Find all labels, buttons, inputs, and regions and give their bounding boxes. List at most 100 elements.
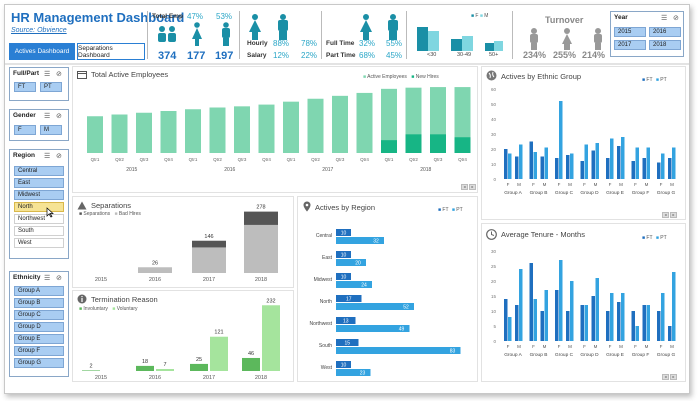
part-time-label: Part Time <box>326 52 356 59</box>
clear-filter-icon[interactable]: ⊘ <box>56 113 62 120</box>
source-link[interactable]: Source: Obvience <box>11 27 67 34</box>
year-label: 2016 <box>224 167 235 173</box>
scroll-left-button[interactable]: ◂ <box>461 184 468 190</box>
y-tick-label: 30 <box>491 132 497 137</box>
bar-ft <box>336 339 359 346</box>
ethnicity-item[interactable]: Group A <box>14 286 64 296</box>
bar-pt <box>672 272 676 341</box>
scroll-right-button[interactable]: ▸ <box>469 184 476 190</box>
fullpart-item-ft[interactable]: FT <box>14 82 36 92</box>
bar-label: M <box>670 182 674 187</box>
bar-pt <box>610 138 614 179</box>
bar-active-employees <box>381 88 397 153</box>
scroll-left-button[interactable]: ◂ <box>662 374 669 380</box>
scroll-right-button[interactable]: ▸ <box>670 212 677 218</box>
warning-icon <box>77 201 87 210</box>
bar-ft <box>555 290 559 341</box>
ethnicity-item[interactable]: Group G <box>14 358 64 368</box>
bar-label: M <box>594 182 598 187</box>
bar-pt <box>646 305 650 341</box>
bar-ft <box>580 161 584 179</box>
bar-ft <box>606 311 610 341</box>
multi-select-icon[interactable]: ☰ <box>44 153 51 160</box>
bar-label: M <box>568 344 572 349</box>
tab-separations-dashboard[interactable]: Separations Dashboard <box>77 43 145 60</box>
tick-label: 2018 <box>255 375 267 381</box>
bar-pt <box>336 237 384 244</box>
region-item[interactable]: Midwest <box>14 190 64 200</box>
year-item[interactable]: 2017 <box>614 40 646 50</box>
bar-ft <box>580 305 584 341</box>
ethnic-chart: 0 10 20 30 40 50 60 F M Group A F M Group B F M Group C… <box>491 87 676 196</box>
bar-ft <box>336 251 351 258</box>
multi-select-icon[interactable]: ☰ <box>661 15 668 22</box>
bar-pt <box>533 152 537 179</box>
multi-select-icon[interactable]: ☰ <box>44 275 51 282</box>
ethnicity-item[interactable]: Group F <box>14 346 64 356</box>
year-item[interactable]: 2018 <box>649 40 681 50</box>
region-item[interactable]: West <box>14 238 64 248</box>
ethnicity-item[interactable]: Group E <box>14 334 64 344</box>
ethnicity-item[interactable]: Group D <box>14 322 64 332</box>
bar-active-employees <box>209 107 226 153</box>
data-label: 52 <box>403 305 409 311</box>
year-item[interactable]: 2015 <box>614 27 646 37</box>
bar-ft <box>529 141 533 179</box>
tick-label: Qtr2 <box>311 157 320 162</box>
bar-ft <box>657 311 661 341</box>
male-icon <box>388 14 398 40</box>
fullpart-item-pt[interactable]: PT <box>40 82 62 92</box>
bar-label: F <box>507 344 510 349</box>
tick-label: Qtr4 <box>360 157 369 162</box>
female-count: 177 <box>187 50 206 62</box>
bar-new-hires <box>454 137 471 153</box>
ethnicity-item[interactable]: Group C <box>14 310 64 320</box>
ethnicity-item[interactable]: Group B <box>14 298 64 308</box>
gender-item-m[interactable]: M <box>40 125 62 135</box>
region-item[interactable]: South <box>14 226 64 236</box>
region-item[interactable]: Northwest <box>14 214 64 224</box>
group-label: Group A <box>504 352 522 358</box>
region-item[interactable]: East <box>14 178 64 188</box>
bar-ft <box>668 326 672 341</box>
region-item[interactable]: North <box>14 202 64 212</box>
bar-active-employees <box>258 104 275 153</box>
year-item[interactable]: 2016 <box>649 27 681 37</box>
bar-ft <box>504 299 508 341</box>
tick-label: Qtr1 <box>287 157 296 162</box>
bar-ft <box>642 305 646 341</box>
multi-select-icon[interactable]: ☰ <box>44 71 51 78</box>
age-bucket-chart <box>417 27 503 51</box>
data-label: 25 <box>196 357 202 363</box>
age-bar-50-m <box>494 41 503 51</box>
bar-separations <box>138 267 172 273</box>
bar-pt <box>584 305 588 341</box>
data-label: 20 <box>355 261 361 267</box>
calendar-icon <box>77 71 87 79</box>
bar-voluntary <box>156 369 174 371</box>
bar-new-hires <box>405 134 422 153</box>
bar-pt <box>595 278 599 341</box>
scroll-left-button[interactable]: ◂ <box>662 212 669 218</box>
multi-select-icon[interactable]: ☰ <box>44 113 51 120</box>
region-item[interactable]: Central <box>14 166 64 176</box>
bar-ft <box>657 162 661 179</box>
bar-label: M <box>517 344 521 349</box>
clear-filter-icon[interactable]: ⊘ <box>56 275 62 282</box>
bar-pt <box>519 144 523 179</box>
y-tick-label: 25 <box>491 264 497 269</box>
kpi-divider <box>239 11 240 59</box>
tab-actives-dashboard[interactable]: Actives Dashboard <box>9 43 75 60</box>
data-label: 121 <box>214 330 223 336</box>
bar-pt <box>672 147 676 179</box>
gender-item-f[interactable]: F <box>14 125 36 135</box>
group-label: Group G <box>657 190 676 196</box>
clear-filter-icon[interactable]: ⊘ <box>673 15 679 22</box>
bar-ft <box>336 295 362 302</box>
scroll-right-button[interactable]: ▸ <box>670 374 677 380</box>
clear-filter-icon[interactable]: ⊘ <box>56 71 62 78</box>
clear-filter-icon[interactable]: ⊘ <box>56 153 62 160</box>
bar-label: F <box>660 344 663 349</box>
bar-new-hires <box>430 134 446 153</box>
y-tick-label: 40 <box>491 117 497 122</box>
